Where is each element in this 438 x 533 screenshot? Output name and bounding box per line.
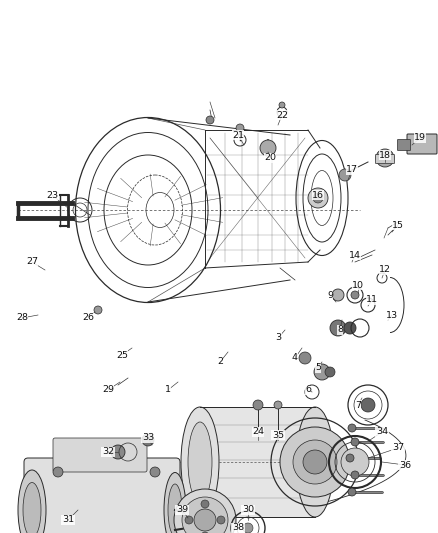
Circle shape	[303, 450, 327, 474]
Text: 32: 32	[102, 448, 114, 456]
Text: 29: 29	[102, 385, 114, 394]
Bar	[200, 407, 315, 517]
Circle shape	[243, 523, 253, 533]
Circle shape	[348, 488, 356, 496]
Circle shape	[280, 427, 350, 497]
Text: 28: 28	[16, 313, 28, 322]
Circle shape	[217, 516, 225, 524]
Circle shape	[351, 471, 359, 479]
FancyBboxPatch shape	[53, 438, 147, 472]
Ellipse shape	[164, 472, 186, 533]
Text: 18: 18	[379, 150, 391, 159]
FancyBboxPatch shape	[407, 134, 437, 154]
FancyBboxPatch shape	[398, 140, 410, 150]
Circle shape	[94, 306, 102, 314]
Circle shape	[325, 367, 335, 377]
Text: 30: 30	[242, 505, 254, 514]
Text: 14: 14	[349, 251, 361, 260]
Text: 17: 17	[346, 166, 358, 174]
Circle shape	[308, 188, 328, 208]
Ellipse shape	[174, 489, 236, 533]
Circle shape	[293, 440, 337, 484]
Text: 9: 9	[327, 290, 333, 300]
Text: 13: 13	[386, 311, 398, 319]
Text: 24: 24	[252, 427, 264, 437]
Text: 10: 10	[352, 280, 364, 289]
Circle shape	[150, 467, 160, 477]
Text: 21: 21	[232, 131, 244, 140]
Text: 35: 35	[272, 431, 284, 440]
Circle shape	[253, 400, 263, 410]
Circle shape	[351, 438, 359, 446]
Text: 1: 1	[165, 385, 171, 394]
Circle shape	[376, 149, 394, 167]
Text: 26: 26	[82, 313, 94, 322]
Ellipse shape	[188, 422, 212, 502]
Circle shape	[330, 320, 346, 336]
Circle shape	[341, 448, 369, 476]
Text: 34: 34	[376, 427, 388, 437]
FancyBboxPatch shape	[375, 155, 395, 164]
Ellipse shape	[168, 484, 182, 533]
Text: 2: 2	[217, 358, 223, 367]
Circle shape	[111, 445, 125, 459]
Text: 15: 15	[392, 221, 404, 230]
Ellipse shape	[296, 407, 334, 517]
Circle shape	[206, 116, 214, 124]
Text: 6: 6	[305, 385, 311, 394]
Circle shape	[348, 424, 356, 432]
Circle shape	[201, 532, 209, 533]
Text: 12: 12	[379, 265, 391, 274]
Text: 11: 11	[366, 295, 378, 304]
Text: 5: 5	[315, 364, 321, 373]
Circle shape	[142, 434, 154, 446]
Text: 4: 4	[292, 353, 298, 362]
Ellipse shape	[23, 482, 41, 533]
Ellipse shape	[194, 509, 216, 531]
Circle shape	[339, 169, 351, 181]
Circle shape	[361, 398, 375, 412]
Ellipse shape	[182, 497, 228, 533]
Text: 27: 27	[26, 257, 38, 266]
Circle shape	[279, 102, 285, 108]
Text: 20: 20	[264, 154, 276, 163]
Text: 37: 37	[392, 443, 404, 453]
Circle shape	[346, 454, 354, 462]
Circle shape	[274, 401, 282, 409]
Circle shape	[344, 322, 356, 334]
Circle shape	[299, 352, 311, 364]
Circle shape	[185, 516, 193, 524]
Text: 3: 3	[275, 334, 281, 343]
Text: 39: 39	[176, 505, 188, 514]
Ellipse shape	[181, 407, 219, 517]
Circle shape	[236, 124, 244, 132]
Circle shape	[260, 140, 276, 156]
Text: 33: 33	[142, 433, 154, 442]
Circle shape	[53, 467, 63, 477]
Circle shape	[313, 193, 323, 203]
Text: 25: 25	[116, 351, 128, 359]
Text: 22: 22	[276, 110, 288, 119]
Text: 23: 23	[46, 190, 58, 199]
Text: 8: 8	[337, 326, 343, 335]
Circle shape	[314, 364, 330, 380]
Text: 38: 38	[232, 523, 244, 532]
Circle shape	[201, 500, 209, 508]
Text: 36: 36	[399, 461, 411, 470]
Text: 16: 16	[312, 190, 324, 199]
FancyBboxPatch shape	[24, 458, 180, 533]
Text: 31: 31	[62, 515, 74, 524]
Circle shape	[351, 291, 359, 299]
Ellipse shape	[18, 470, 46, 533]
Circle shape	[332, 289, 344, 301]
Text: 7: 7	[355, 400, 361, 409]
Text: 19: 19	[414, 133, 426, 142]
